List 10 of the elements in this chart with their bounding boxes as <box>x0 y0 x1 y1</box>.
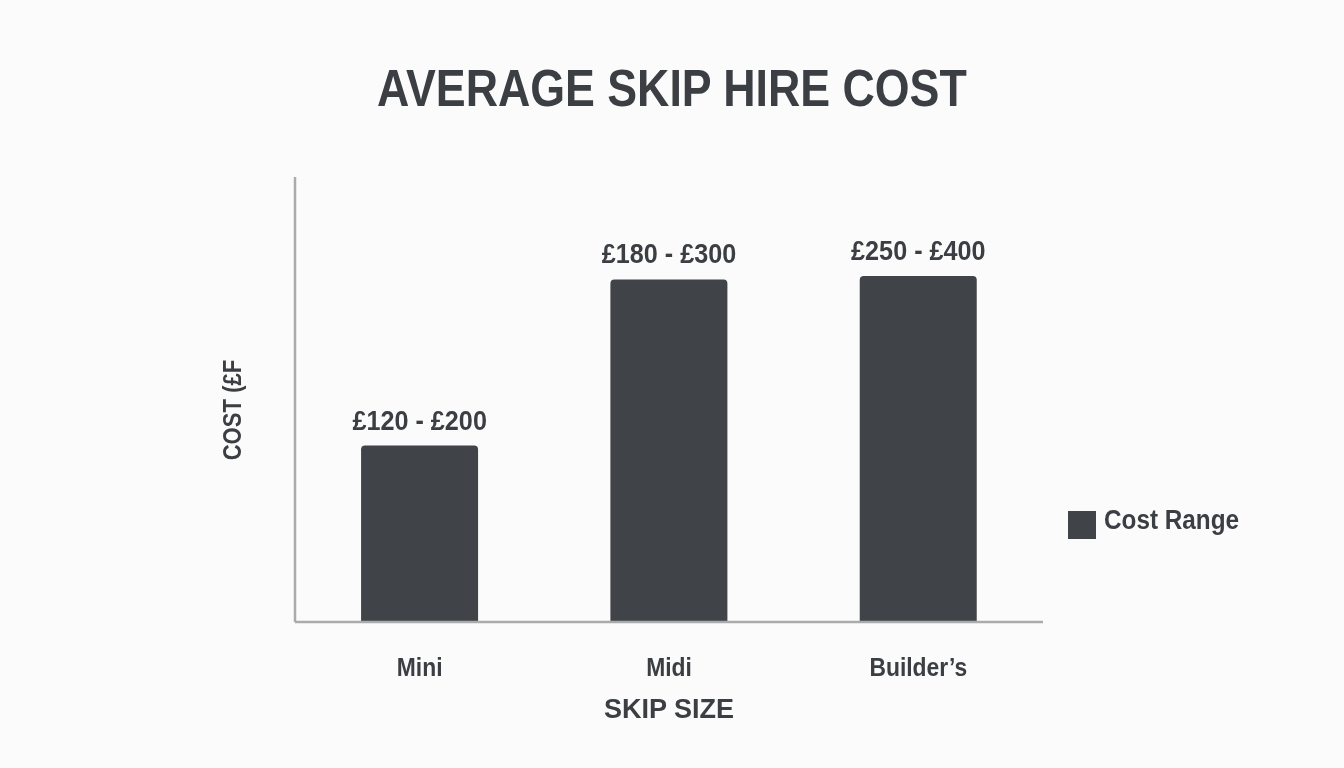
x-axis-title: SKIP SIZE <box>603 694 735 724</box>
x-tick-label: Builder’s <box>869 653 968 683</box>
annotation: £180 - £300 <box>601 238 737 270</box>
x-tick-label: Mini <box>396 653 443 683</box>
annotation: £120 - £200 <box>352 404 487 436</box>
y-axis-title: COST (£F <box>217 359 247 461</box>
annotation: £250 - £400 <box>851 234 986 267</box>
chart-title: AVERAGE SKIP HIRE COST <box>377 58 967 118</box>
x-tick-label: Midi <box>646 653 692 683</box>
legend-label: Cost Range <box>1104 505 1240 536</box>
